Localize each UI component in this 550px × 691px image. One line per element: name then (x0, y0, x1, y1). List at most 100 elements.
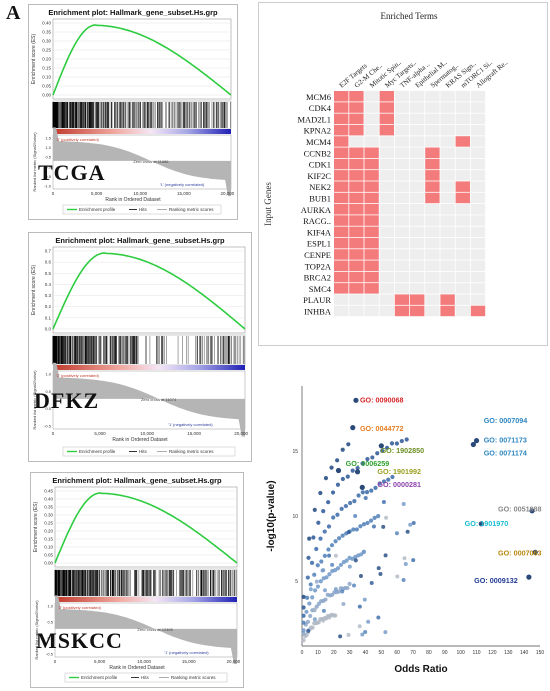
go-term-point (330, 490, 336, 495)
go-term-point (401, 501, 406, 506)
heatmap-cell (394, 226, 410, 238)
go-term-point (372, 515, 377, 520)
go-scatter-plot: 0 10 20 30 40 50 60 70 80 90 100 110 120 130 140 150 5 10… (262, 378, 546, 686)
heatmap-cell (394, 136, 410, 147)
x-tick-label: 30 (347, 650, 353, 656)
heatmap-cell (379, 226, 394, 238)
es-tick-label: 0.0 (45, 327, 52, 332)
heatmap-cell (364, 204, 379, 215)
go-term-point (305, 575, 310, 580)
go-term-point (327, 553, 332, 558)
heatmap-cell (349, 237, 364, 249)
heatmap-cell (349, 158, 364, 170)
gene-label: MAD2L1 (297, 114, 331, 124)
go-term-point (326, 547, 331, 552)
go-term-label: GO: 0007063 (498, 549, 542, 558)
highlight-point (359, 484, 365, 490)
heatmap-cell (470, 192, 486, 204)
heatmap-cell (364, 249, 379, 260)
go-term-point (315, 584, 321, 589)
heatmap-cell (425, 158, 440, 170)
go-term-point (312, 607, 317, 612)
heatmap-cell (379, 204, 394, 215)
heatmap-cell (364, 271, 379, 283)
go-term-point (301, 631, 306, 636)
es-axis-label: Enrichment score (ES) (31, 265, 37, 316)
go-term-point (402, 556, 407, 561)
zero-cross-label: Zero cross at 12465 (137, 627, 173, 632)
go-term-point (324, 575, 329, 580)
heatmap-cell (334, 260, 349, 271)
go-term-point (312, 572, 317, 577)
x-tick-label: 15,000 (187, 431, 201, 436)
x-tick-label: 120 (488, 650, 497, 656)
heatmap-cell (425, 181, 440, 192)
heatmap-cell (425, 136, 440, 147)
es-tick-label: 0.40 (42, 21, 51, 26)
gene-label: RACG.. (303, 216, 331, 226)
heatmap-cell (334, 249, 349, 260)
heatmap-cell (440, 260, 455, 271)
es-tick-label: 0.5 (45, 271, 52, 276)
go-term-point (361, 522, 367, 527)
gene-label: MCM4 (306, 137, 332, 147)
heatmap-cell (440, 283, 455, 294)
go-term-point (340, 533, 345, 538)
heatmap-cell (425, 271, 440, 283)
heatmap-cell (334, 113, 349, 125)
gene-label: BUB1 (309, 194, 331, 204)
highlight-point (473, 438, 480, 444)
go-term-label: GO: 0044772 (360, 424, 404, 433)
ranking-metric-area (55, 595, 237, 665)
highlight-point (529, 508, 535, 514)
go-term-point (353, 558, 358, 563)
heatmap-cell (394, 102, 410, 113)
go-term-point (356, 493, 361, 498)
go-term-point (346, 442, 351, 447)
heatmap-cell (364, 136, 379, 147)
go-term-point (377, 481, 382, 486)
es-tick-label: 0.40 (44, 497, 53, 502)
go-term-point (322, 529, 327, 534)
heatmap-cell (364, 102, 379, 113)
heatmap-cell (425, 226, 440, 238)
heatmap-cell (349, 226, 364, 238)
heatmap-cell (379, 181, 394, 192)
positive-correlation-label: '2' (positively correlated) (58, 605, 102, 610)
heatmap-cell (455, 305, 470, 317)
es-tick-label: 0.00 (42, 93, 51, 98)
es-tick-label: 0.7 (45, 249, 52, 254)
heatmap-cell (364, 237, 379, 249)
heatmap-cell (455, 113, 470, 125)
go-term-point (411, 521, 416, 526)
es-tick-label: 0.35 (44, 505, 53, 510)
go-term-point (408, 522, 413, 527)
heatmap-cell (394, 215, 410, 226)
go-term-point (357, 624, 362, 629)
rank-tick-label: 1.5 (45, 136, 51, 141)
heatmap-cell (394, 260, 410, 271)
go-term-point (357, 604, 362, 609)
heatmap-cell (379, 294, 394, 305)
heatmap-cell (334, 91, 349, 102)
es-axis-label: Enrichment score (ES) (31, 34, 37, 85)
heatmap-cell (470, 113, 486, 125)
heatmap-cell (410, 192, 425, 204)
es-tick-label: 0.15 (42, 66, 51, 71)
go-term-point (316, 520, 321, 525)
go-term-point (335, 566, 341, 571)
highlight-point (354, 469, 361, 475)
go-term-point (331, 515, 336, 520)
es-tick-label: 0.3 (45, 293, 52, 298)
heatmap-cell (410, 271, 425, 283)
heatmap-cell (440, 204, 455, 215)
es-tick-label: 0.05 (42, 84, 51, 89)
go-term-point (308, 582, 313, 587)
x-tick-label: 0 (52, 431, 55, 436)
go-term-point (351, 527, 356, 532)
go-term-point (340, 476, 345, 482)
go-term-point (323, 476, 329, 481)
heatmap-cell (425, 204, 440, 215)
heatmap-cell (364, 181, 379, 192)
x-tick-label: 20,000 (234, 431, 248, 436)
